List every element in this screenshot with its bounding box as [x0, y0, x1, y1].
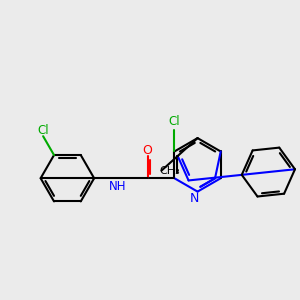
- Text: CH₃: CH₃: [159, 166, 180, 176]
- Text: Cl: Cl: [37, 124, 49, 137]
- Text: Cl: Cl: [169, 115, 180, 128]
- Text: NH: NH: [109, 180, 127, 193]
- Text: N: N: [190, 192, 199, 205]
- Text: O: O: [143, 144, 153, 157]
